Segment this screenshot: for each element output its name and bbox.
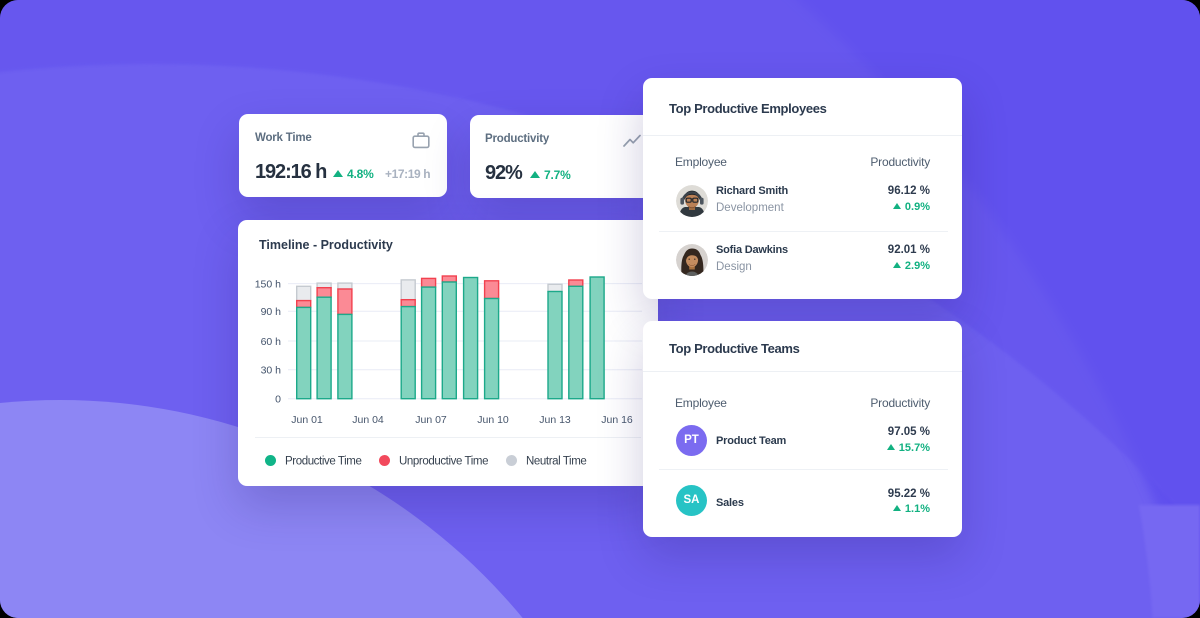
svg-text:90 h: 90 h: [261, 306, 282, 318]
svg-text:150 h: 150 h: [255, 279, 281, 291]
svg-text:Jun 04: Jun 04: [352, 414, 384, 426]
svg-text:Jun 01: Jun 01: [291, 414, 323, 426]
svg-text:Jun 07: Jun 07: [415, 414, 447, 426]
svg-text:30 h: 30 h: [261, 365, 282, 377]
svg-text:0: 0: [275, 394, 281, 406]
svg-text:Jun 16: Jun 16: [601, 414, 633, 426]
svg-text:Jun 10: Jun 10: [477, 414, 509, 426]
svg-text:Jun 13: Jun 13: [539, 414, 571, 426]
svg-text:60 h: 60 h: [261, 336, 282, 348]
